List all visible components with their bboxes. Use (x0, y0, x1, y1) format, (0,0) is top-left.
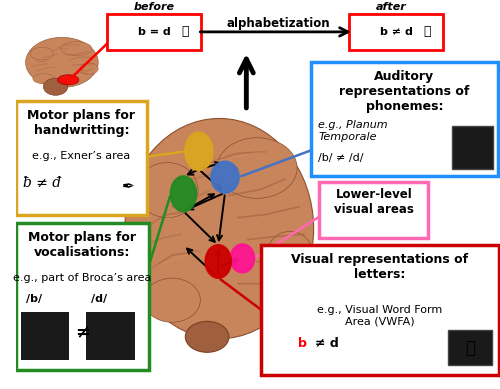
Text: ≠ d: ≠ d (315, 337, 338, 350)
Ellipse shape (80, 63, 98, 74)
Ellipse shape (61, 42, 92, 56)
Text: e.g., Planum
Temporale: e.g., Planum Temporale (318, 120, 388, 142)
Ellipse shape (30, 47, 54, 60)
Text: e.g., part of Broca’s area: e.g., part of Broca’s area (14, 273, 151, 283)
FancyBboxPatch shape (262, 245, 498, 375)
Text: /b/: /b/ (26, 294, 42, 304)
Text: b = d: b = d (138, 27, 170, 37)
Ellipse shape (125, 119, 314, 339)
FancyBboxPatch shape (16, 223, 149, 370)
Text: e.g., Visual Word Form
Area (VWFA): e.g., Visual Word Form Area (VWFA) (318, 305, 442, 327)
Ellipse shape (186, 133, 212, 170)
Text: b: b (298, 337, 307, 350)
FancyBboxPatch shape (16, 101, 146, 215)
FancyBboxPatch shape (20, 312, 69, 360)
Text: Visual representations of
letters:: Visual representations of letters: (292, 253, 469, 281)
Ellipse shape (266, 231, 314, 281)
Text: Lower-level
visual areas: Lower-level visual areas (334, 188, 414, 216)
Text: 👁: 👁 (423, 25, 430, 39)
Text: 👁: 👁 (465, 339, 475, 357)
Text: e.g., Exner’s area: e.g., Exner’s area (32, 151, 130, 161)
Ellipse shape (58, 75, 79, 85)
Text: ƀ ≠ đ: ƀ ≠ đ (23, 176, 62, 190)
Text: 👁: 👁 (181, 25, 188, 39)
Text: Motor plans for
vocalisations:: Motor plans for vocalisations: (28, 231, 136, 259)
Text: ✒: ✒ (122, 179, 134, 194)
Text: before: before (134, 2, 174, 12)
Ellipse shape (212, 162, 238, 193)
Ellipse shape (217, 138, 297, 198)
Ellipse shape (171, 177, 196, 211)
Text: b ≠ d: b ≠ d (380, 27, 413, 37)
Ellipse shape (26, 37, 98, 88)
FancyBboxPatch shape (311, 62, 498, 177)
Ellipse shape (144, 278, 201, 322)
Text: /d/: /d/ (91, 294, 107, 304)
Text: /b/ ≠ /d/: /b/ ≠ /d/ (318, 153, 364, 163)
FancyBboxPatch shape (320, 182, 428, 238)
FancyBboxPatch shape (448, 330, 492, 365)
Text: ≠: ≠ (75, 324, 90, 342)
Ellipse shape (186, 321, 229, 352)
Text: Motor plans for
handwritting:: Motor plans for handwritting: (28, 109, 136, 137)
Text: alphabetization: alphabetization (227, 17, 330, 30)
FancyBboxPatch shape (349, 14, 444, 50)
Ellipse shape (136, 163, 198, 217)
Ellipse shape (231, 244, 254, 272)
FancyBboxPatch shape (452, 126, 492, 169)
Text: Auditory
representations of
phonemes:: Auditory representations of phonemes: (339, 70, 469, 113)
Text: after: after (376, 2, 406, 12)
FancyBboxPatch shape (86, 312, 134, 360)
FancyBboxPatch shape (107, 14, 202, 50)
Ellipse shape (33, 74, 54, 84)
Ellipse shape (206, 245, 231, 278)
Ellipse shape (44, 78, 68, 95)
